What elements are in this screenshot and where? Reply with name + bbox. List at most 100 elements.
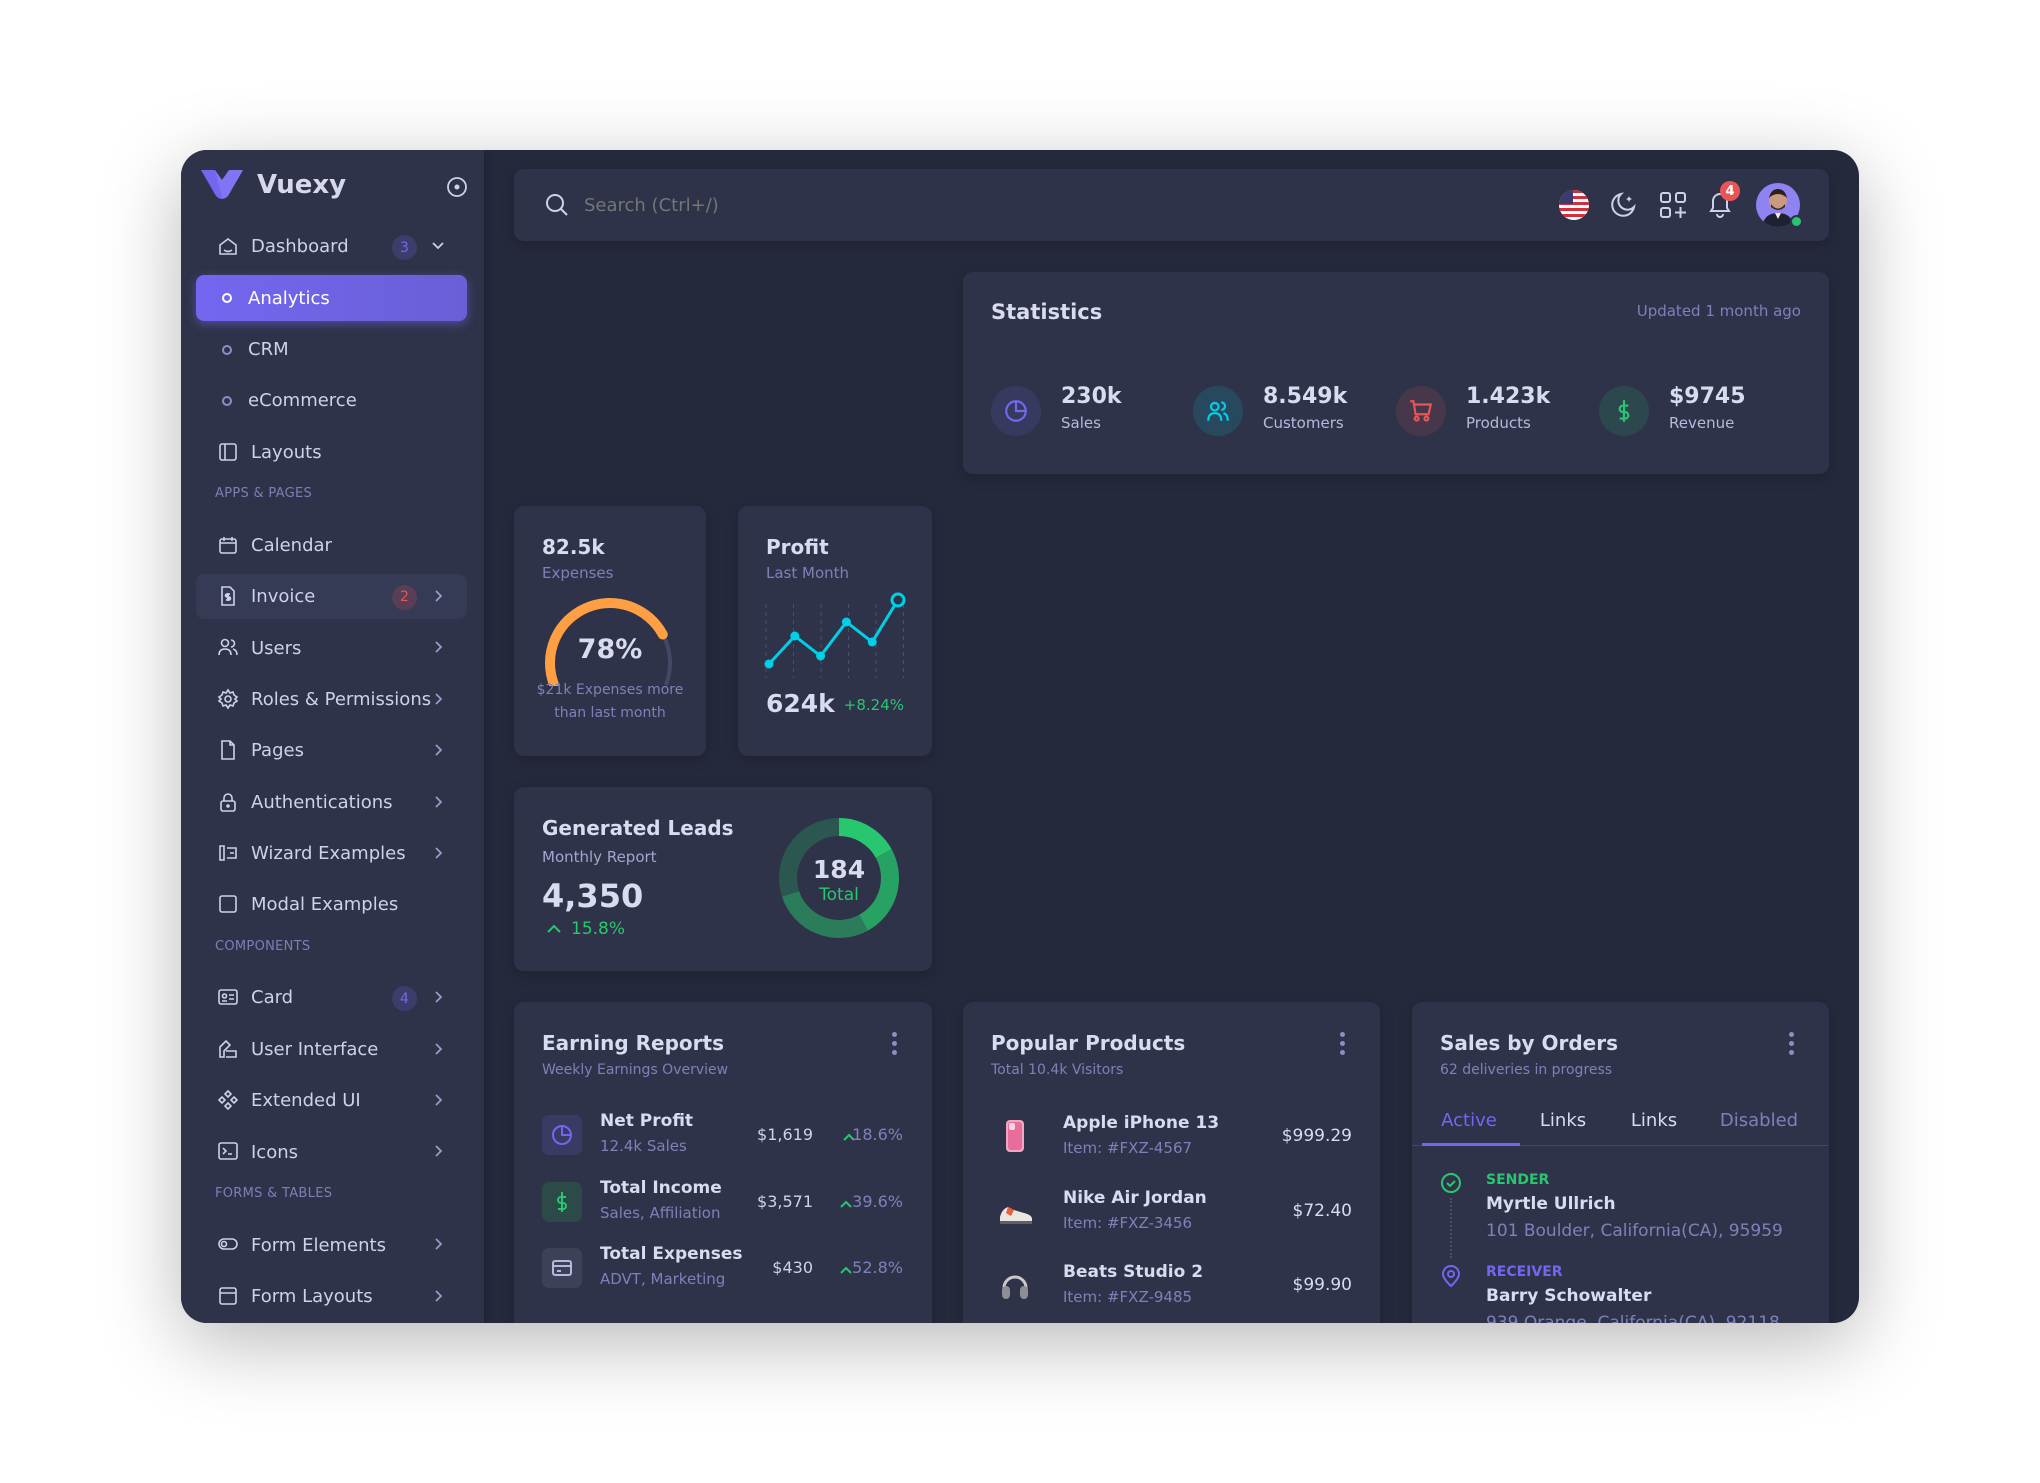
sender-name: Myrtle Ullrich (1486, 1194, 1616, 1214)
sidebar-item-crm[interactable]: CRM (181, 324, 484, 375)
sidebar-item-label: Form Elements (251, 1234, 386, 1256)
chevron-right-icon (435, 641, 443, 653)
section-label: APPS & PAGES (215, 485, 313, 501)
sidebar-item-calendar[interactable]: Calendar (181, 520, 484, 571)
search-input[interactable] (584, 189, 1184, 221)
us-flag-icon[interactable] (1558, 189, 1590, 221)
sidebar-item-label: Invoice (251, 586, 316, 608)
more-options-icon[interactable] (892, 1032, 898, 1059)
sidebar-badge: 4 (392, 986, 417, 1012)
terminal-icon (218, 1142, 238, 1161)
receiver-name: Barry Schowalter (1486, 1286, 1652, 1306)
circle-bullet-icon (222, 396, 232, 407)
sidebar-item-wizard-examples[interactable]: Wizard Examples (181, 828, 484, 879)
app-window: Vuexy Dashboard 3 Analytics CRM eCommerce Lay… (181, 150, 1859, 1323)
earning-change: 52.8% (852, 1258, 903, 1277)
sidebar-toggle-icon[interactable] (446, 176, 468, 198)
profit-sparkline (764, 592, 906, 678)
check-circle-icon (1441, 1173, 1461, 1193)
logo[interactable]: Vuexy (201, 170, 346, 200)
product-image-phone (997, 1117, 1035, 1159)
sidebar-item-pages[interactable]: Pages (181, 725, 484, 776)
stat-value: 8.549k (1263, 384, 1348, 409)
donut-segment (838, 818, 892, 859)
arrow-up-icon (547, 924, 561, 933)
square-icon (219, 895, 237, 914)
section-components: COMPONENTS (181, 931, 484, 973)
sidebar-item-extended-ui[interactable]: Extended UI (181, 1075, 484, 1126)
product-item-id: Item: #FXZ-4567 (1063, 1139, 1193, 1157)
pie-chart-icon (991, 386, 1041, 436)
sidebar-item-dashboard[interactable]: Dashboard 3 (181, 221, 484, 272)
timeline-line (1450, 1198, 1452, 1258)
earning-sub: ADVT, Marketing (600, 1270, 726, 1288)
sidebar-item-icons[interactable]: Icons (181, 1126, 484, 1177)
sidebar-item-analytics[interactable]: Analytics (181, 272, 484, 323)
sparkline-point (790, 631, 800, 641)
invoice-icon (221, 586, 235, 606)
earning-subtitle: Weekly Earnings Overview (542, 1062, 729, 1078)
receiver-address: 939 Orange, California(CA), 92118 (1486, 1313, 1780, 1323)
more-options-icon[interactable] (1340, 1032, 1346, 1059)
sidebar-item-authentications[interactable]: Authentications (181, 777, 484, 828)
sidebar-item-modal-examples[interactable]: Modal Examples (181, 879, 484, 930)
toggle-icon (218, 1238, 238, 1251)
earning-amount: $430 (772, 1258, 813, 1277)
vuexy-logo-icon (201, 170, 243, 199)
profit-subtitle: Last Month (766, 564, 850, 582)
sender-tag: SENDER (1486, 1172, 1550, 1188)
expenses-note-1: $21k Expenses more (536, 682, 684, 698)
more-options-icon[interactable] (1789, 1032, 1795, 1059)
sidebar-item-form-elements[interactable]: Form Elements (181, 1219, 484, 1270)
calendar-icon (219, 536, 237, 554)
chevron-right-icon (435, 1145, 443, 1158)
sidebar-item-invoice[interactable]: Invoice 2 (181, 571, 484, 622)
section-label: FORMS & TABLES (215, 1185, 333, 1201)
donut-segment (779, 818, 840, 897)
tab-disabled: Disabled (1719, 1110, 1799, 1131)
expenses-note-2: than last month (554, 705, 666, 721)
theme-toggle-moon-icon[interactable] (1608, 190, 1638, 220)
donut-segment (858, 849, 899, 931)
sidebar-badge: 3 (392, 235, 417, 260)
sidebar-item-roles-permissions[interactable]: Roles & Permissions (181, 674, 484, 725)
sidebar-item-ecommerce[interactable]: eCommerce (181, 375, 484, 426)
stat-value: $9745 (1669, 384, 1746, 409)
stat-value: 1.423k (1466, 384, 1551, 409)
profit-title: Profit (766, 535, 829, 559)
sidebar-item-form-layouts[interactable]: Form Layouts (181, 1271, 484, 1322)
expenses-gauge (545, 598, 672, 686)
active-tab-indicator (1422, 1143, 1520, 1146)
earning-name: Total Income (600, 1177, 722, 1198)
tab-links[interactable]: Links (1539, 1110, 1587, 1131)
statistics-card: Statistics Updated 1 month ago 230k Sales… (963, 272, 1829, 474)
search-icon[interactable] (544, 192, 570, 218)
components-icon (217, 1089, 239, 1111)
earning-change: 39.6% (852, 1191, 903, 1211)
chevron-right-icon (435, 1238, 443, 1251)
sidebar-item-label: Extended UI (251, 1090, 361, 1112)
sales-title: Sales by Orders (1440, 1031, 1619, 1055)
sidebar-item-layouts[interactable]: Layouts (181, 427, 484, 478)
notifications-button[interactable]: 4 (1706, 181, 1740, 221)
tab-links-2[interactable]: Links (1630, 1110, 1678, 1131)
sidebar-item-users[interactable]: Users (181, 622, 484, 673)
section-label: COMPONENTS (215, 938, 311, 954)
cart-icon (1396, 386, 1446, 436)
users-icon (1193, 386, 1243, 436)
chevron-right-icon (435, 795, 443, 808)
earning-change: 18.6% (852, 1125, 903, 1144)
leads-subtitle: Monthly Report (542, 848, 657, 866)
product-price: $72.40 (1292, 1200, 1352, 1221)
sidebar-item-card[interactable]: Card 4 (181, 972, 484, 1023)
sidebar-item-user-interface[interactable]: User Interface (181, 1024, 484, 1075)
sidebar-item-label: eCommerce (248, 390, 357, 412)
product-image-headphones (997, 1266, 1035, 1308)
shortcuts-grid-icon[interactable] (1659, 191, 1687, 219)
earning-reports-card: Earning Reports Weekly Earnings Overview… (514, 1002, 932, 1323)
sidebar-item-label: Card (251, 987, 294, 1009)
expenses-percent: 78% (577, 634, 643, 665)
chevron-right-icon (435, 744, 443, 756)
tab-active[interactable]: Active (1441, 1110, 1497, 1131)
file-icon (221, 740, 235, 760)
